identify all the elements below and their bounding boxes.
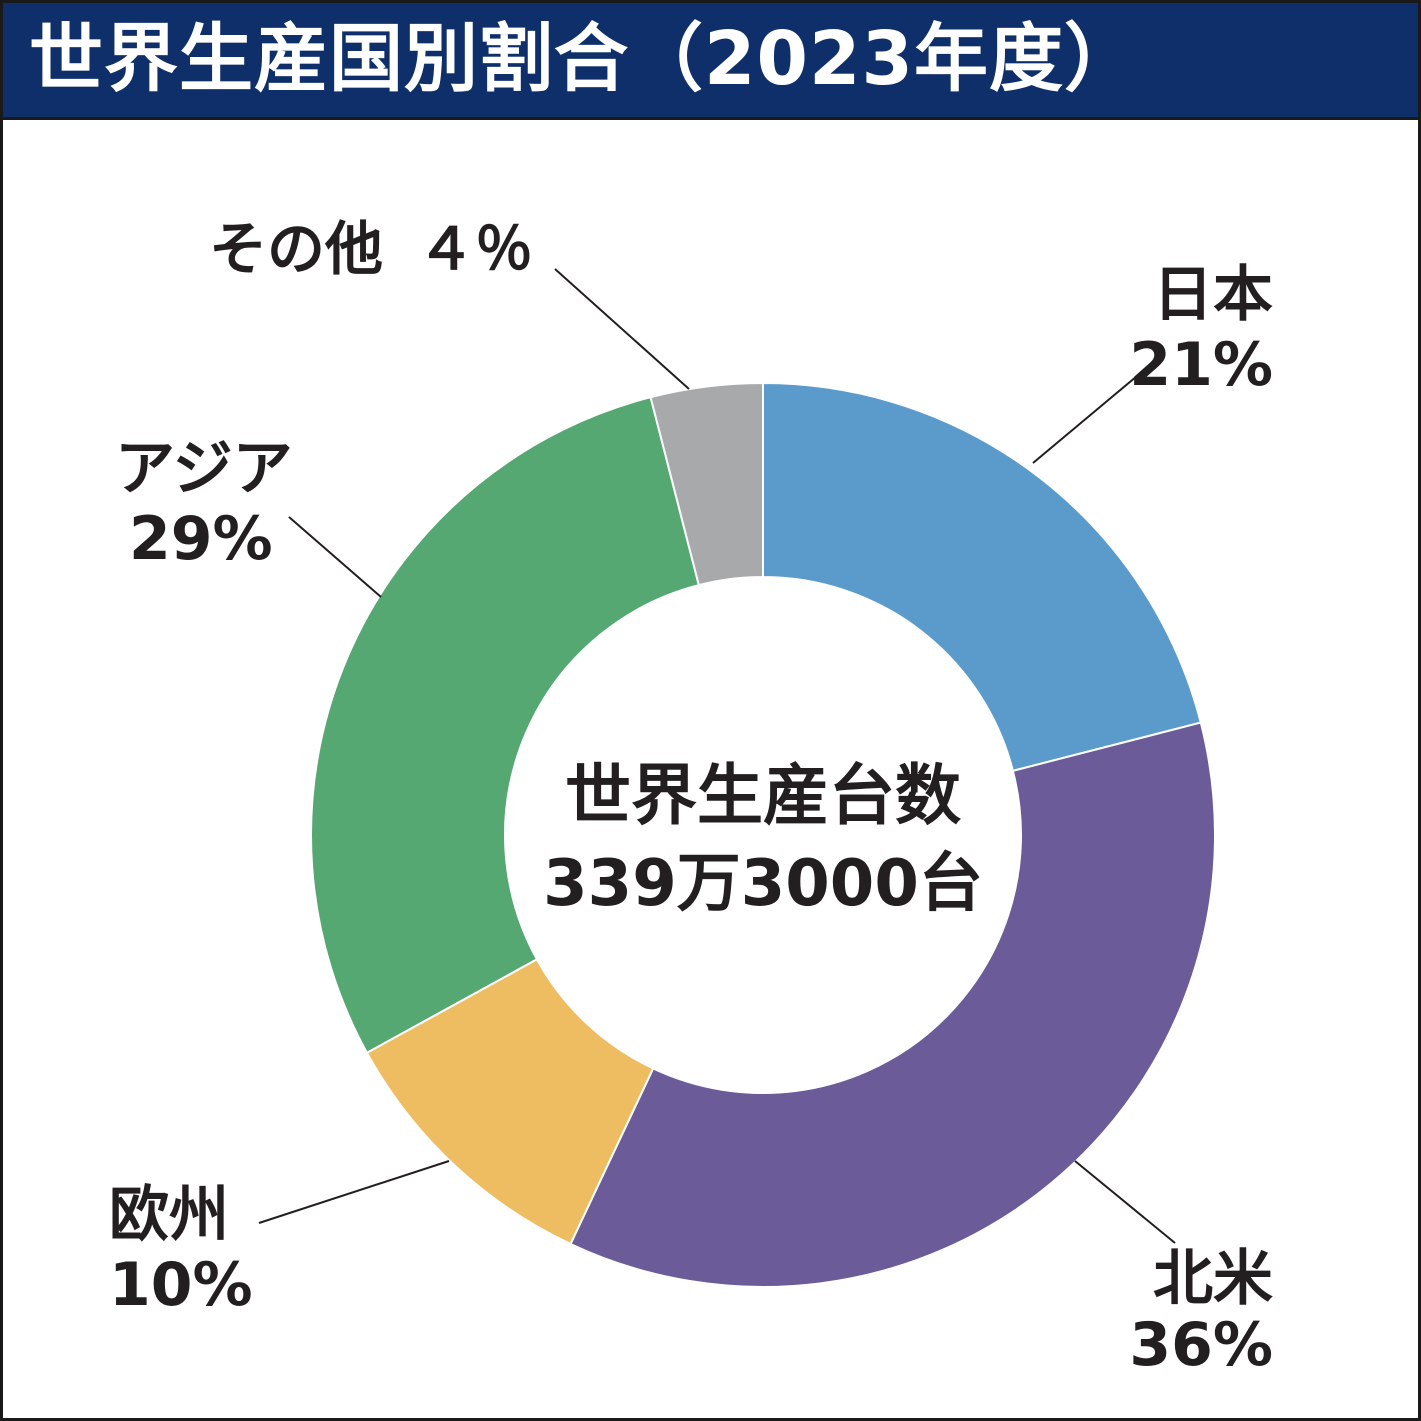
label-japan-percent: 21% bbox=[1129, 330, 1273, 400]
leader-line-japan bbox=[1032, 370, 1144, 464]
label-north-america-name: 北米 bbox=[1153, 1244, 1273, 1314]
slice-other bbox=[649, 381, 764, 587]
label-asia-name: アジア bbox=[115, 434, 293, 504]
chart-title: 世界生産国別割合（2023年度） bbox=[29, 16, 1139, 102]
leader-line-other bbox=[554, 268, 690, 390]
leader-line-north-america bbox=[1074, 1160, 1176, 1244]
center-title: 世界生産台数 bbox=[565, 757, 961, 834]
label-europe-percent: 10% bbox=[109, 1250, 253, 1320]
slices-group bbox=[310, 381, 1216, 1288]
slice-japan bbox=[762, 381, 1203, 773]
slice-asia bbox=[310, 395, 701, 1055]
label-north-america-percent: 36% bbox=[1129, 1310, 1273, 1380]
label-europe-name: 欧州 bbox=[109, 1180, 229, 1250]
label-japan-name: 日本 bbox=[1153, 260, 1273, 330]
label-other-percent: ４％ bbox=[417, 215, 533, 283]
center-value: 339万3000台 bbox=[543, 847, 983, 921]
leader-lines-group bbox=[258, 268, 1176, 1244]
leader-line-europe bbox=[258, 1160, 450, 1224]
leader-line-asia bbox=[288, 516, 382, 598]
title-bar: 世界生産国別割合（2023年度） bbox=[3, 3, 1418, 120]
label-other-name: その他 bbox=[209, 215, 383, 283]
slice-north-america bbox=[569, 721, 1216, 1288]
label-other: その他 ４％ bbox=[209, 215, 533, 283]
label-asia-percent: 29% bbox=[129, 504, 273, 574]
